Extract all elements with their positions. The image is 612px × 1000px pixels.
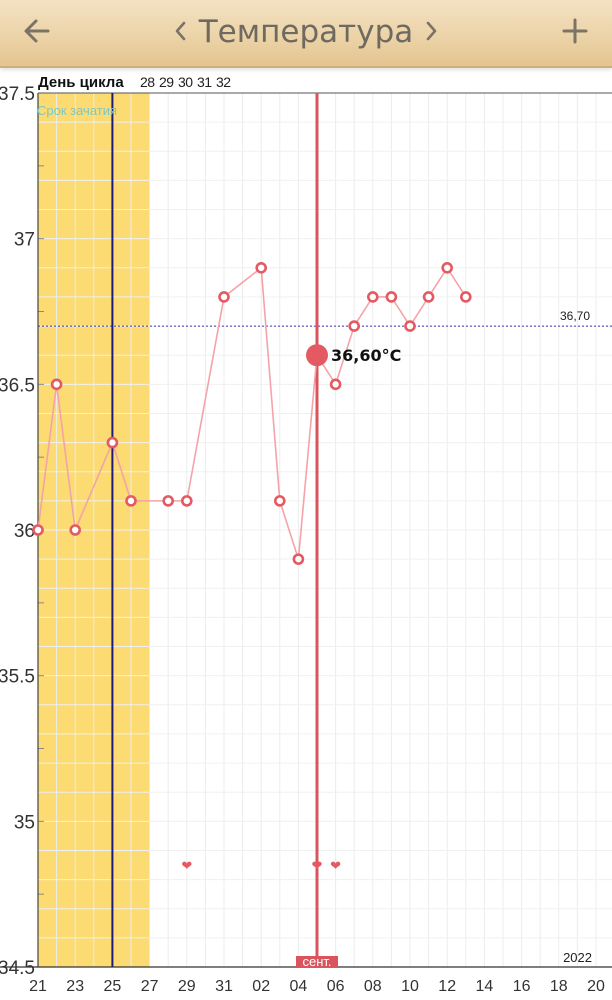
month-label-background [296, 956, 338, 967]
x-tick-label: 06 [327, 978, 345, 995]
chevron-left-icon [175, 21, 186, 41]
month-label: сент. [302, 954, 331, 969]
y-tick-label: 35 [14, 812, 35, 833]
next-button[interactable] [412, 8, 452, 54]
x-tick-label: 02 [252, 978, 270, 995]
heart-icon: ❤ [330, 858, 341, 873]
x-tick-label: 14 [476, 978, 494, 995]
heart-icon: ❤ [181, 858, 192, 873]
temperature-point[interactable] [348, 320, 361, 332]
cycle-day-number: 32 [216, 74, 231, 90]
x-tick-label: 31 [215, 978, 233, 995]
temperature-point[interactable] [366, 291, 379, 303]
x-tick-label: 27 [141, 978, 159, 995]
x-tick-label: 04 [290, 978, 308, 995]
y-tick-label: 34.5 [0, 958, 35, 979]
x-tick-label: 18 [550, 978, 568, 995]
temperature-point[interactable] [162, 495, 174, 507]
temperature-point[interactable] [459, 291, 472, 303]
x-tick-label: 08 [364, 978, 382, 995]
temperature-point[interactable] [181, 495, 193, 507]
temperature-point[interactable] [441, 261, 454, 274]
y-tick-label: 35.5 [0, 667, 35, 688]
previous-button[interactable] [160, 8, 200, 54]
y-tick-label: 37 [14, 230, 35, 251]
temperature-point[interactable] [50, 378, 63, 391]
coverline-label: 36,70 [560, 309, 590, 323]
heart-icon: ❤ [312, 858, 323, 873]
x-tick-label: 10 [401, 978, 419, 995]
temperature-point[interactable] [385, 291, 398, 303]
temperature-point[interactable] [329, 378, 342, 391]
y-tick-label: 37.5 [0, 84, 35, 105]
cycle-day-number: 30 [178, 74, 193, 90]
toolbar: Температура [0, 0, 612, 68]
cycle-day-label: День цикла [38, 74, 124, 91]
temperature-point[interactable] [32, 524, 44, 536]
y-tick-label: 36.5 [0, 375, 35, 396]
selected-temperature-point[interactable] [306, 344, 328, 367]
plus-icon [562, 18, 588, 44]
cycle-day-number: 28 [140, 74, 155, 90]
x-tick-label: 23 [66, 978, 84, 995]
selected-temperature-label: 36,60°C [331, 346, 401, 365]
temperature-point[interactable] [255, 261, 268, 274]
x-tick-label: 16 [513, 978, 531, 995]
cycle-day-number: 31 [197, 74, 212, 90]
x-tick-label: 21 [29, 978, 47, 995]
temperature-point[interactable] [292, 553, 305, 565]
conception-label: Срок зачатия [37, 103, 117, 118]
arrow-left-icon [24, 19, 50, 43]
back-button[interactable] [8, 8, 66, 54]
year-label: 2022 [563, 950, 592, 965]
page-title: Температура [198, 14, 414, 50]
x-tick-label: 12 [438, 978, 456, 995]
temperature-point[interactable] [218, 291, 230, 303]
y-tick-label: 36 [14, 521, 35, 542]
x-tick-label: 29 [178, 978, 196, 995]
temperature-point[interactable] [273, 495, 286, 507]
temperature-point[interactable] [404, 320, 416, 332]
temperature-point[interactable] [422, 291, 435, 303]
chevron-right-icon [426, 21, 437, 41]
temperature-point[interactable] [69, 524, 81, 536]
temperature-point[interactable] [125, 495, 137, 507]
x-tick-label: 25 [104, 978, 122, 995]
x-tick-label: 20 [587, 978, 605, 995]
cycle-day-number: 29 [159, 74, 174, 90]
temperature-point[interactable] [106, 436, 119, 449]
add-button[interactable] [546, 8, 604, 54]
